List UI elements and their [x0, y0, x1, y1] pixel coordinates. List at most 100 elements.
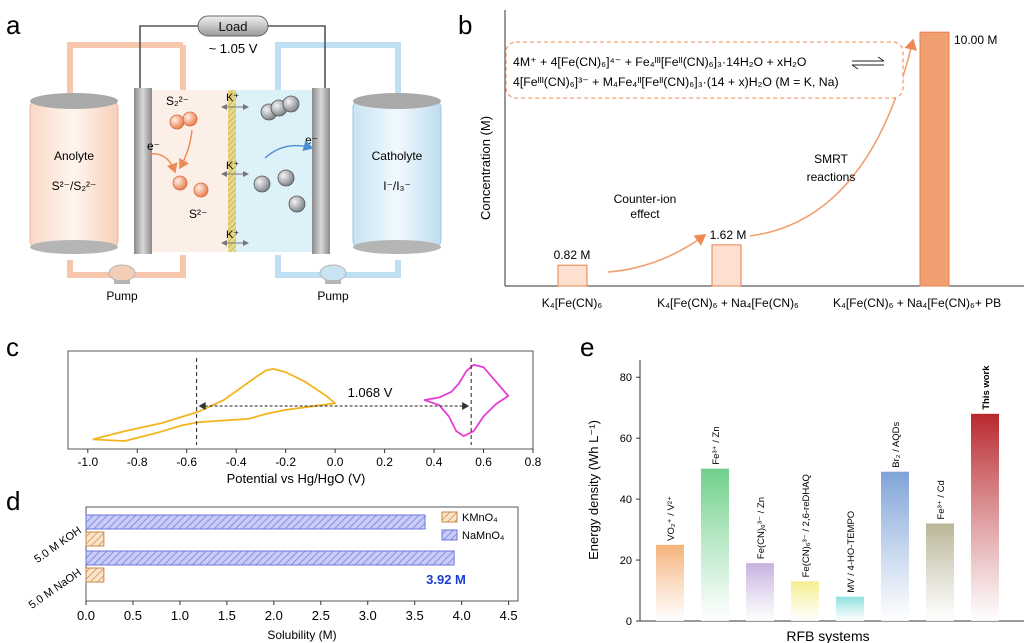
d-tick-label: 2.0: [265, 608, 283, 623]
e-tick-label: 80: [620, 372, 632, 384]
panel-b-label: b: [458, 10, 472, 40]
b-data-label-2: 10.00 M: [954, 33, 997, 47]
equilibrium-arrows-icon: [851, 56, 885, 70]
e-bar-2: [746, 563, 774, 621]
reaction-line-2: 4[Feᴵᴵᴵ(CN)₆]³⁻ + M₄Fe₄ᴵᴵ[Feᴵᴵ(CN)₆]₃·(1…: [513, 75, 839, 89]
b-bar-2: [919, 31, 950, 287]
e-bar-label-3: Fe(CN)₆³⁻ / 2,6-reDHAQ: [801, 474, 812, 577]
d-tick-label: 4.5: [500, 608, 518, 623]
iodide-atom: [277, 169, 295, 187]
e-bar-0: [656, 544, 684, 621]
d-legend-kmno4: KMnO₄: [462, 512, 498, 524]
left-electrode: [134, 88, 152, 254]
d-bar-namno4: [85, 514, 426, 530]
panel-d-label: d: [6, 486, 20, 516]
panel-d: d 0.0 0.5 1.0 1.5 2.0 2.5 3.0 3.5 4.0 4.5 5.0 M K…: [6, 486, 519, 642]
e-bar-label-6: Fe³⁺ / Cd: [936, 480, 947, 519]
c-tick-label: 0.2: [376, 455, 393, 469]
polysulfide-atom: [182, 111, 198, 127]
reaction-box: [505, 41, 904, 99]
d-ticks: 0.0 0.5 1.0 1.5 2.0 2.5 3.0 3.5 4.0 4.5: [77, 601, 518, 623]
e-bar-label-1: Fe³⁺ / Zn: [711, 426, 722, 464]
k-ion-top: K⁺: [226, 92, 239, 104]
e-tick-label: 40: [620, 494, 632, 506]
d-bar-kmno4: [85, 531, 105, 547]
b-ylabel: Concentration (M): [478, 116, 493, 220]
triiodide-atom: [282, 95, 300, 113]
load-wire: [139, 25, 326, 88]
polysulfide-label: S₂²⁻: [166, 94, 189, 108]
e-bar-label-7: This work: [981, 365, 992, 410]
sulfide-label: S²⁻: [189, 207, 207, 221]
d-bar-namno4: [85, 550, 455, 566]
catholyte-species: I⁻/I₃⁻: [383, 179, 411, 193]
k-ion-mid: K⁺: [226, 160, 239, 172]
load-box: [197, 15, 269, 37]
e-bar-3: [791, 581, 819, 621]
c-tick-label: -0.6: [176, 455, 197, 469]
c-ticks: -1.0 -0.8 -0.6 -0.4 -0.2 0.0 0.2 0.4 0.6 0.8: [77, 449, 542, 469]
catholyte-title: Catholyte: [372, 149, 423, 163]
panel-e: e Energy density (Wh L⁻¹) 0 20 40 60 80 VO₂⁺…: [580, 332, 1024, 643]
b-category-2: K₄[Fe(CN)₆ + Na₄[Fe(CN)₆+ PB: [833, 296, 1001, 310]
smrt-label-1: SMRT: [814, 152, 848, 166]
iodide-atom: [288, 195, 306, 213]
counter-ion-arrow: [607, 234, 707, 273]
voltage-label: ~ 1.05 V: [209, 41, 258, 56]
e-ticks: 0 20 40 60 80: [620, 372, 640, 628]
electron-left: e⁻: [147, 139, 160, 153]
oxidation-arrow: [264, 140, 314, 159]
e-bar-1: [701, 468, 729, 621]
pump-left-icon: [108, 264, 136, 284]
b-bar-1: [711, 244, 742, 287]
d-tick-label: 0.5: [124, 608, 142, 623]
e-xlabel: RFB systems: [786, 628, 869, 643]
catholyte-tank: [352, 93, 442, 254]
panel-e-label: e: [580, 332, 594, 362]
right-electrode: [312, 88, 330, 254]
d-tick-label: 3.5: [406, 608, 424, 623]
b-category-1: K₄[Fe(CN)₆ + Na₄[Fe(CN)₆: [657, 296, 799, 310]
d-tick-label: 0.0: [77, 608, 95, 623]
c-tick-label: -1.0: [77, 455, 98, 469]
anolyte-species: S²⁻/S₂²⁻: [52, 179, 97, 193]
c-xlabel: Potential vs Hg/HgO (V): [227, 471, 366, 486]
pump-right-icon: [319, 264, 347, 284]
sulfide-atom: [172, 175, 188, 191]
iodide-atom: [253, 175, 271, 193]
d-bars: [85, 514, 455, 583]
electron-right: e⁻: [305, 133, 318, 147]
c-curves: [92, 363, 510, 442]
cv-curve-0: [92, 367, 337, 442]
d-tick-label: 4.0: [453, 608, 471, 623]
c-frame: [67, 350, 534, 450]
e-bar-label-0: VO₂⁺ / V²⁺: [666, 496, 677, 541]
d-legend-swatch-kmno4: [441, 511, 458, 523]
d-tick-label: 3.0: [359, 608, 377, 623]
k-ion-arrows: [221, 104, 249, 246]
polysulfide-atom: [169, 114, 185, 130]
e-bar-label-4: MV / 4-HO-TEMPO: [846, 511, 857, 593]
sulfide-atom: [193, 182, 209, 198]
e-bar-6: [926, 523, 954, 621]
d-tick-label: 1.0: [171, 608, 189, 623]
d-legend-swatch-namno4: [441, 529, 458, 541]
c-tick-label: -0.4: [226, 455, 247, 469]
b-data-label-1: 1.62 M: [710, 228, 747, 242]
d-highlight: 3.92 M: [426, 572, 466, 587]
e-ylabel: Energy density (Wh L⁻¹): [586, 420, 601, 560]
c-tick-label: -0.8: [127, 455, 148, 469]
anolyte-title: Anolyte: [54, 149, 94, 163]
c-tick-label: -0.2: [275, 455, 296, 469]
panel-c: c -1.0 -0.8 -0.6 -0.4 -0.2 0.0 0.2 0.4 0.6 0.8 1.…: [6, 332, 542, 486]
panel-c-label: c: [6, 332, 19, 362]
panel-a: a Load ~ 1.05 V Anolyte S²⁻/S₂²⁻ Catholy…: [6, 10, 442, 303]
c-tick-label: 0.0: [327, 455, 344, 469]
e-bars: VO₂⁺ / V²⁺ Fe³⁺ / Zn Fe(CN)₆³⁻ / Zn Fe(CN)₆…: [656, 365, 999, 621]
e-tick-label: 20: [620, 555, 632, 567]
e-bar-label-5: Br₂ / AQDs: [891, 422, 902, 468]
c-tick-label: 0.6: [475, 455, 492, 469]
k-ion-bottom: K⁺: [226, 229, 239, 241]
panel-a-label: a: [6, 10, 21, 40]
